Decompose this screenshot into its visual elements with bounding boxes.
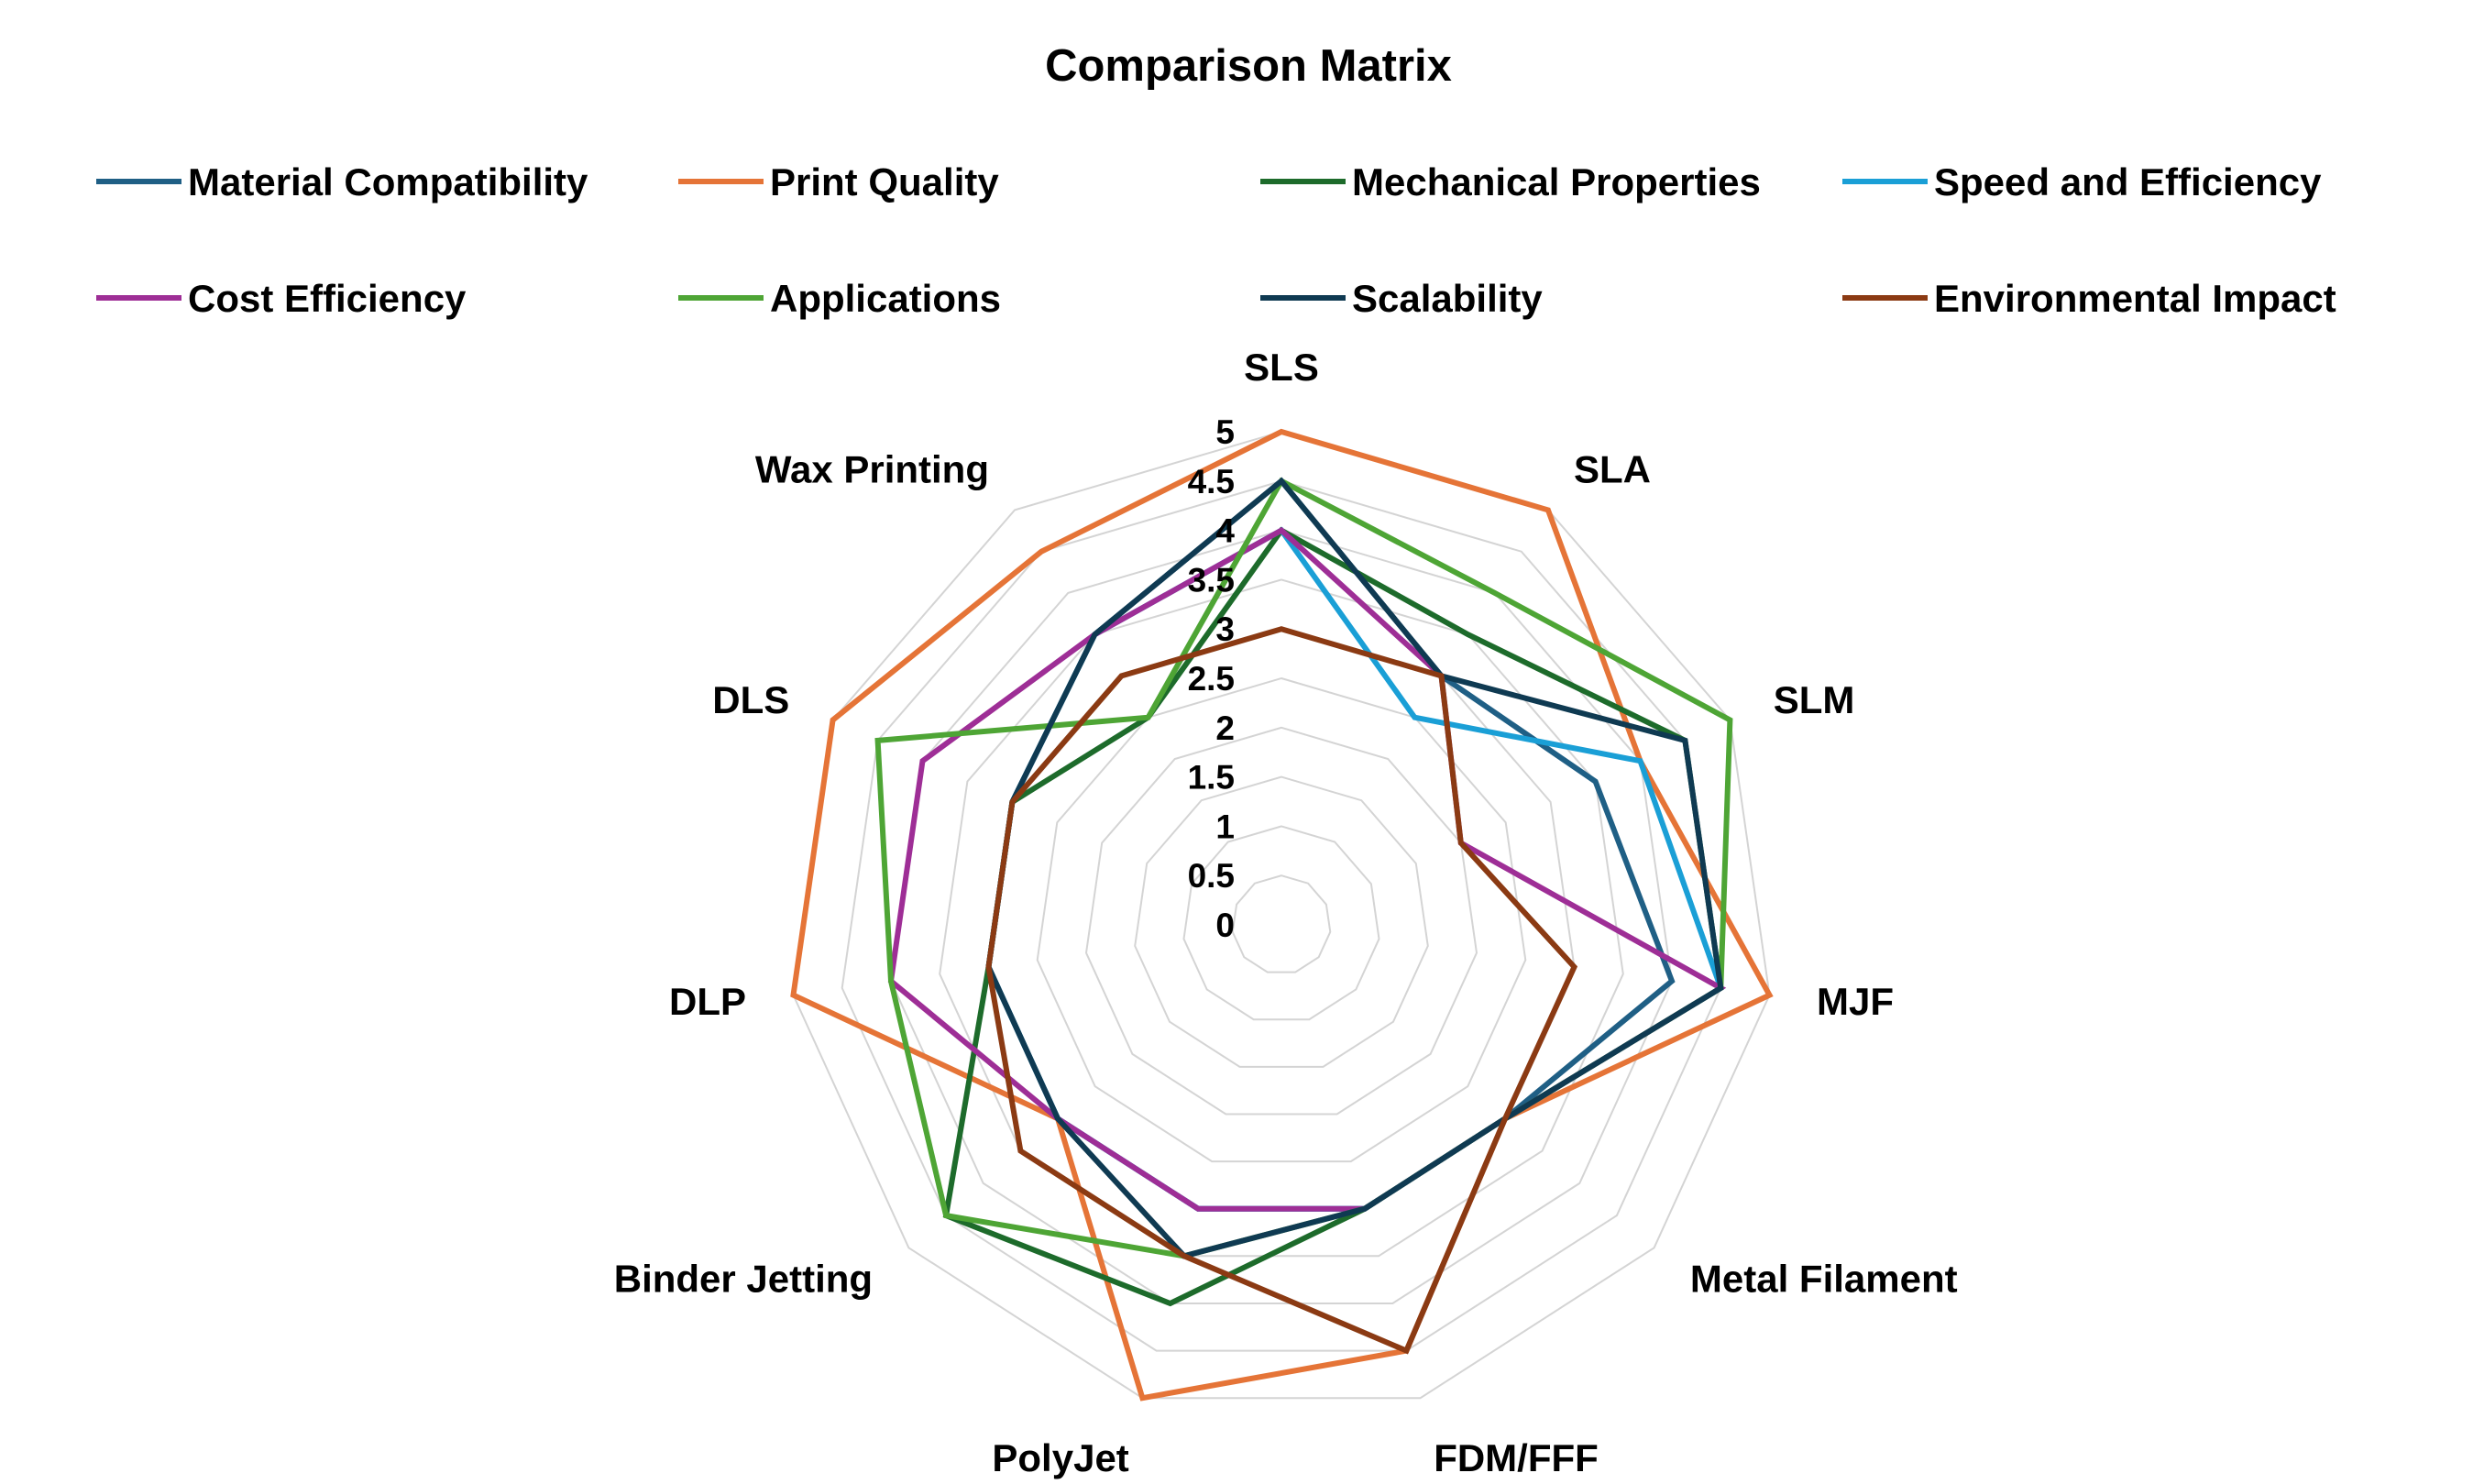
tick-label: 2.5: [1188, 660, 1235, 698]
grid-ring: [939, 578, 1624, 1258]
series-layer: [790, 428, 1774, 1402]
tick-label: 1: [1215, 808, 1235, 845]
legend-label: Material Compatibility: [188, 160, 588, 203]
series-line-environmental-impact: [985, 626, 1578, 1355]
grid-ring: [841, 479, 1722, 1352]
legend-item: Print Quality: [678, 160, 999, 203]
legend-item: Mechanical Properties: [1260, 160, 1761, 203]
tick-label: 2: [1215, 709, 1235, 747]
grid-ring: [1182, 825, 1380, 1021]
legend-label: Speed and Efficiency: [1934, 160, 2322, 203]
legend-label: Scalability: [1352, 277, 1543, 320]
tick-label: 5: [1215, 413, 1235, 451]
category-label: PolyJet: [992, 1436, 1128, 1479]
series-line-scalability: [985, 477, 1724, 1259]
legend-label: Mechanical Properties: [1352, 160, 1761, 203]
grid-ring: [1084, 726, 1478, 1116]
category-label: Binder Jetting: [614, 1257, 873, 1300]
radial-tick-labels: 0 0.5 1 1.5 2 2.5 3 3.5 4 4.5 5: [1188, 413, 1236, 944]
grid-ring: [1036, 676, 1527, 1163]
series-line-print-quality: [790, 428, 1774, 1402]
grid-ring: [1231, 874, 1332, 973]
tick-label: 1.5: [1188, 759, 1235, 797]
legend-label: Environmental Impact: [1934, 277, 2336, 320]
tick-label: 4: [1215, 512, 1235, 550]
grid-ring: [792, 430, 1771, 1400]
category-labels: SLS SLA SLM MJF Metal Filament FDM/FFF PolyJet…: [614, 346, 1958, 1479]
tick-label: 3.5: [1188, 561, 1235, 599]
category-label: SLA: [1574, 448, 1651, 491]
legend-item: Cost Efficiency: [96, 277, 467, 320]
legend-item: Scalability: [1260, 277, 1543, 320]
category-label: SLM: [1774, 678, 1855, 721]
legend-label: Print Quality: [770, 160, 999, 203]
series-line-mechanical-properties: [942, 526, 1724, 1307]
category-label: Wax Printing: [755, 448, 989, 491]
tick-label: 4.5: [1188, 463, 1235, 500]
legend-item: Material Compatibility: [96, 160, 588, 203]
tick-label: 0: [1215, 907, 1235, 944]
legend: Material Compatibility Print Quality Mecha…: [96, 160, 2336, 320]
tick-label: 3: [1215, 610, 1235, 648]
category-label: FDM/FFF: [1434, 1436, 1599, 1479]
category-label: DLS: [712, 678, 789, 721]
legend-item: Environmental Impact: [1842, 277, 2336, 320]
category-label: SLS: [1244, 346, 1319, 389]
tick-label: 0.5: [1188, 857, 1235, 895]
category-label: Metal Filament: [1690, 1257, 1958, 1300]
legend-label: Applications: [770, 277, 1001, 320]
legend-item: Applications: [678, 277, 1001, 320]
chart-title: Comparison Matrix: [1045, 41, 1452, 91]
grid-ring: [1134, 775, 1429, 1068]
category-label: DLP: [669, 980, 746, 1023]
legend-item: Speed and Efficiency: [1842, 160, 2322, 203]
category-label: MJF: [1817, 980, 1894, 1023]
legend-label: Cost Efficiency: [188, 277, 467, 320]
